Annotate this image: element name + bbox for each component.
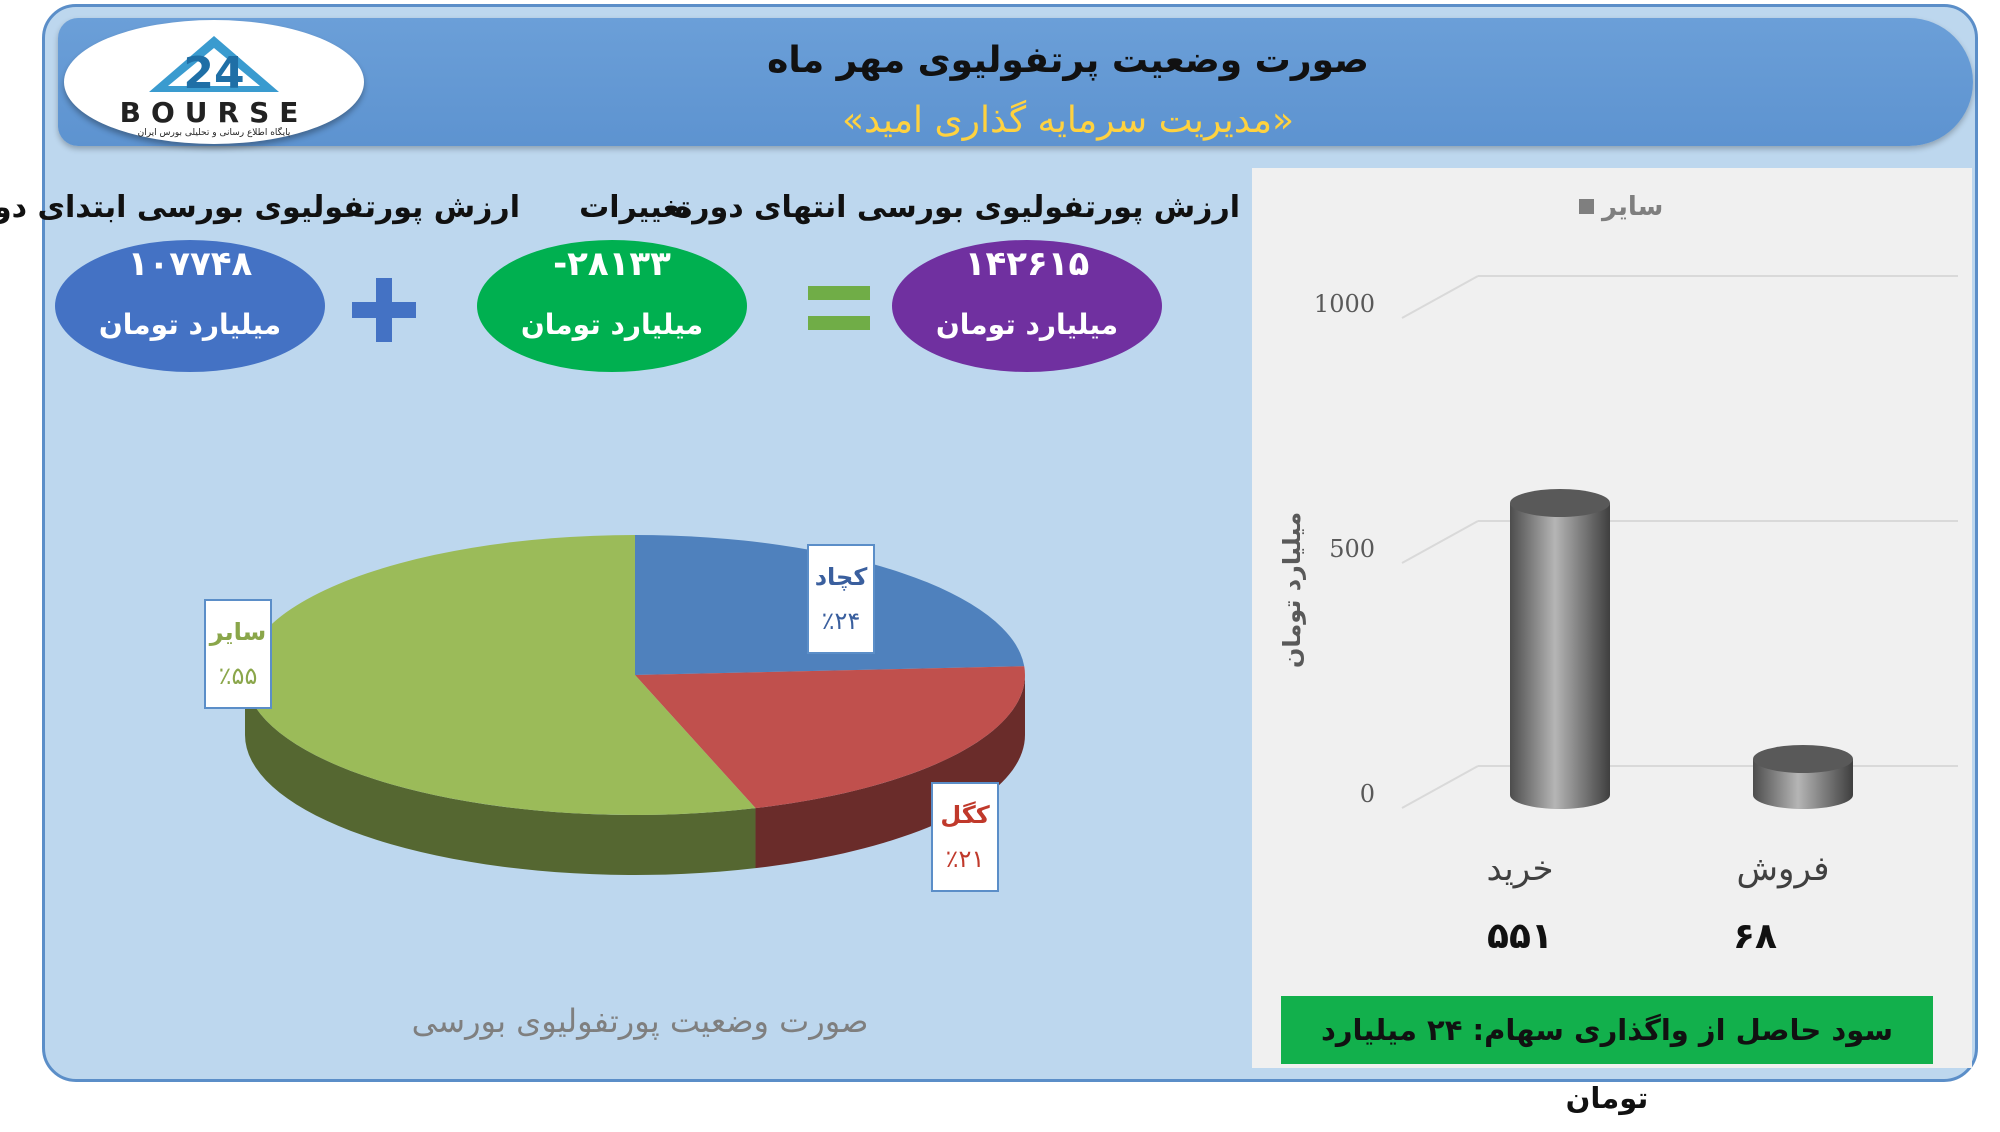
bar-legend-label: سایر [1602,192,1664,222]
pie-label-box-2 [204,599,272,709]
start-value-ellipse: ۱۰۷۷۴۸ میلیارد تومان [55,240,325,372]
bar-value-label-1: ۶۸ [1733,916,1777,957]
bar-body-1 [1753,758,1853,809]
pie-label-name-0: کچاد [815,563,868,591]
grid-diag-1 [1401,520,1479,564]
change-value-ellipse: -۲۸۱۳۳ میلیارد تومان [477,240,747,372]
pie-label-box-1 [931,782,999,892]
pie-slice-2 [244,535,756,816]
profit-banner: سود حاصل از واگذاری سهام: ۲۴ میلیارد توم… [1281,996,1933,1115]
legend-swatch [1579,199,1594,214]
pie-label-value-1: ٪۲۱ [946,845,985,873]
page-title: صورت وضعیت پرتفولیوی مهر ماه [767,40,1369,81]
pie-label-value-0: ٪۲۴ [822,607,861,635]
grid-diag-2 [1401,275,1479,319]
end-unit: میلیارد تومان [935,308,1119,341]
pie-slice-1 [635,666,1026,809]
end-value-ellipse: ۱۴۲۶۱۵ میلیارد تومان [892,240,1162,372]
pie-chart-caption: صورت وضعیت پورتفولیوی بورسی [411,1002,869,1040]
pie-label-name-2: سایر [209,618,267,646]
y-tick-label-2: 1000 [1314,290,1375,318]
start-unit: میلیارد تومان [98,308,282,341]
x-category-label-1: فروش [1737,849,1830,889]
equals-icon [808,286,870,330]
bar-top-1 [1753,744,1853,773]
page-subtitle: «مدیریت سرمایه گذاری امید» [841,100,1295,141]
pie-label-name-1: کگل [940,801,989,829]
y-tick-label-0: 0 [1360,780,1375,808]
plus-icon [352,278,416,342]
start-value: ۱۰۷۷۴۸ [127,244,253,284]
change-value: -۲۸۱۳۳ [553,244,671,284]
y-axis-label: میلیارد تومان [1278,512,1306,668]
end-value-label: ارزش پورتفولیوی بورسی انتهای دوره [674,190,1240,225]
change-label: تغییرات [579,190,691,225]
logo-subtitle: پایگاه اطلاع رسانی و تحلیلی بورس ایران [137,128,291,138]
bar-top-0 [1510,488,1610,517]
bourse24-logo: 24 BOURSE پایگاه اطلاع رسانی و تحلیلی بو… [64,20,364,144]
bar-value-label-0: ۵۵۱ [1487,916,1553,957]
pie-chart: کچاد ٪۲۴ کگل ٪۲۱ سایر ٪۵۵ [204,535,1026,892]
pie-label-box-0 [807,544,875,654]
pie-wall-2 [245,675,756,875]
end-value: ۱۴۲۶۱۵ [964,244,1090,284]
bar-0 [1510,488,1610,809]
y-tick-label-1: 500 [1329,535,1375,563]
pie-wall-1 [755,675,1025,869]
bar-chart: 0 500 1000 میلیارد تومان خرید ۵۵۱ فروش ۶۸ [1278,275,1958,957]
grid-diag-0 [1401,765,1479,809]
change-unit: میلیارد تومان [520,308,704,341]
logo-mark-icon: 24 [149,36,279,99]
header-banner: صورت وضعیت پرتفولیوی مهر ماه «مدیریت سرم… [58,18,1973,146]
x-category-label-0: خرید [1486,849,1553,889]
start-value-label: ارزش پورتفولیوی بورسی ابتدای دوره [0,190,520,225]
bar-body-0 [1510,502,1610,809]
bar-chart-area [1252,168,1972,1068]
logo-text: BOURSE [119,96,309,129]
bar-1 [1753,744,1853,809]
svg-text:24: 24 [183,48,244,99]
pie-label-value-2: ٪۵۵ [219,662,258,690]
